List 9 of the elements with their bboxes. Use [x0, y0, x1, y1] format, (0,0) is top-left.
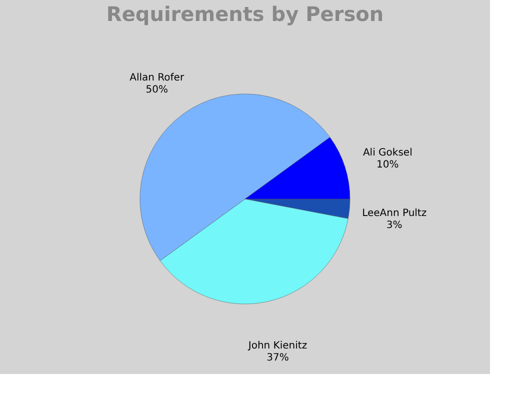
- data-label: 10%: [376, 160, 399, 171]
- slice-label: LeeAnn Pultz: [362, 208, 427, 220]
- data-label: 3%: [386, 220, 402, 232]
- slice-label: John Kienitz: [247, 340, 308, 352]
- chart-title: Requirements by Person: [106, 2, 384, 26]
- slice-label: Allan Rofer: [130, 72, 185, 84]
- slice-label: Ali Goksel: [362, 148, 412, 159]
- data-label: 50%: [146, 84, 168, 96]
- data-label: 37%: [266, 352, 289, 364]
